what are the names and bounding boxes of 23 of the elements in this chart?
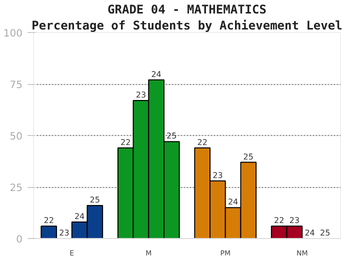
text: 22 [197, 138, 208, 147]
text: 23 [59, 228, 70, 238]
text: 25 [166, 132, 177, 141]
text: 25 [243, 152, 254, 162]
y-tick-label: 25 [10, 183, 23, 194]
series-label: 22 [44, 216, 54, 226]
text: 24 [304, 228, 315, 238]
text: 25 [320, 228, 330, 238]
text: 22 [120, 138, 131, 147]
text: 24 [228, 198, 238, 207]
text: 22 [274, 216, 284, 226]
y-tick-label: 0 [16, 234, 23, 246]
y-tick-label: 100 [3, 28, 23, 40]
text: 23 [212, 170, 223, 180]
series-label: 24 [74, 212, 85, 222]
chart-title: GRADE 04 - MATHEMATICS [108, 2, 266, 16]
text: 24 [151, 70, 162, 79]
series-label: 25 [90, 196, 100, 205]
series-label: 23 [136, 90, 146, 100]
y-tick-label: 50 [10, 132, 23, 142]
text: 23 [289, 216, 300, 226]
y-tick-label: 75 [10, 80, 23, 91]
chart-subtitle: Percentage of Students by Achievement Level [32, 18, 342, 32]
